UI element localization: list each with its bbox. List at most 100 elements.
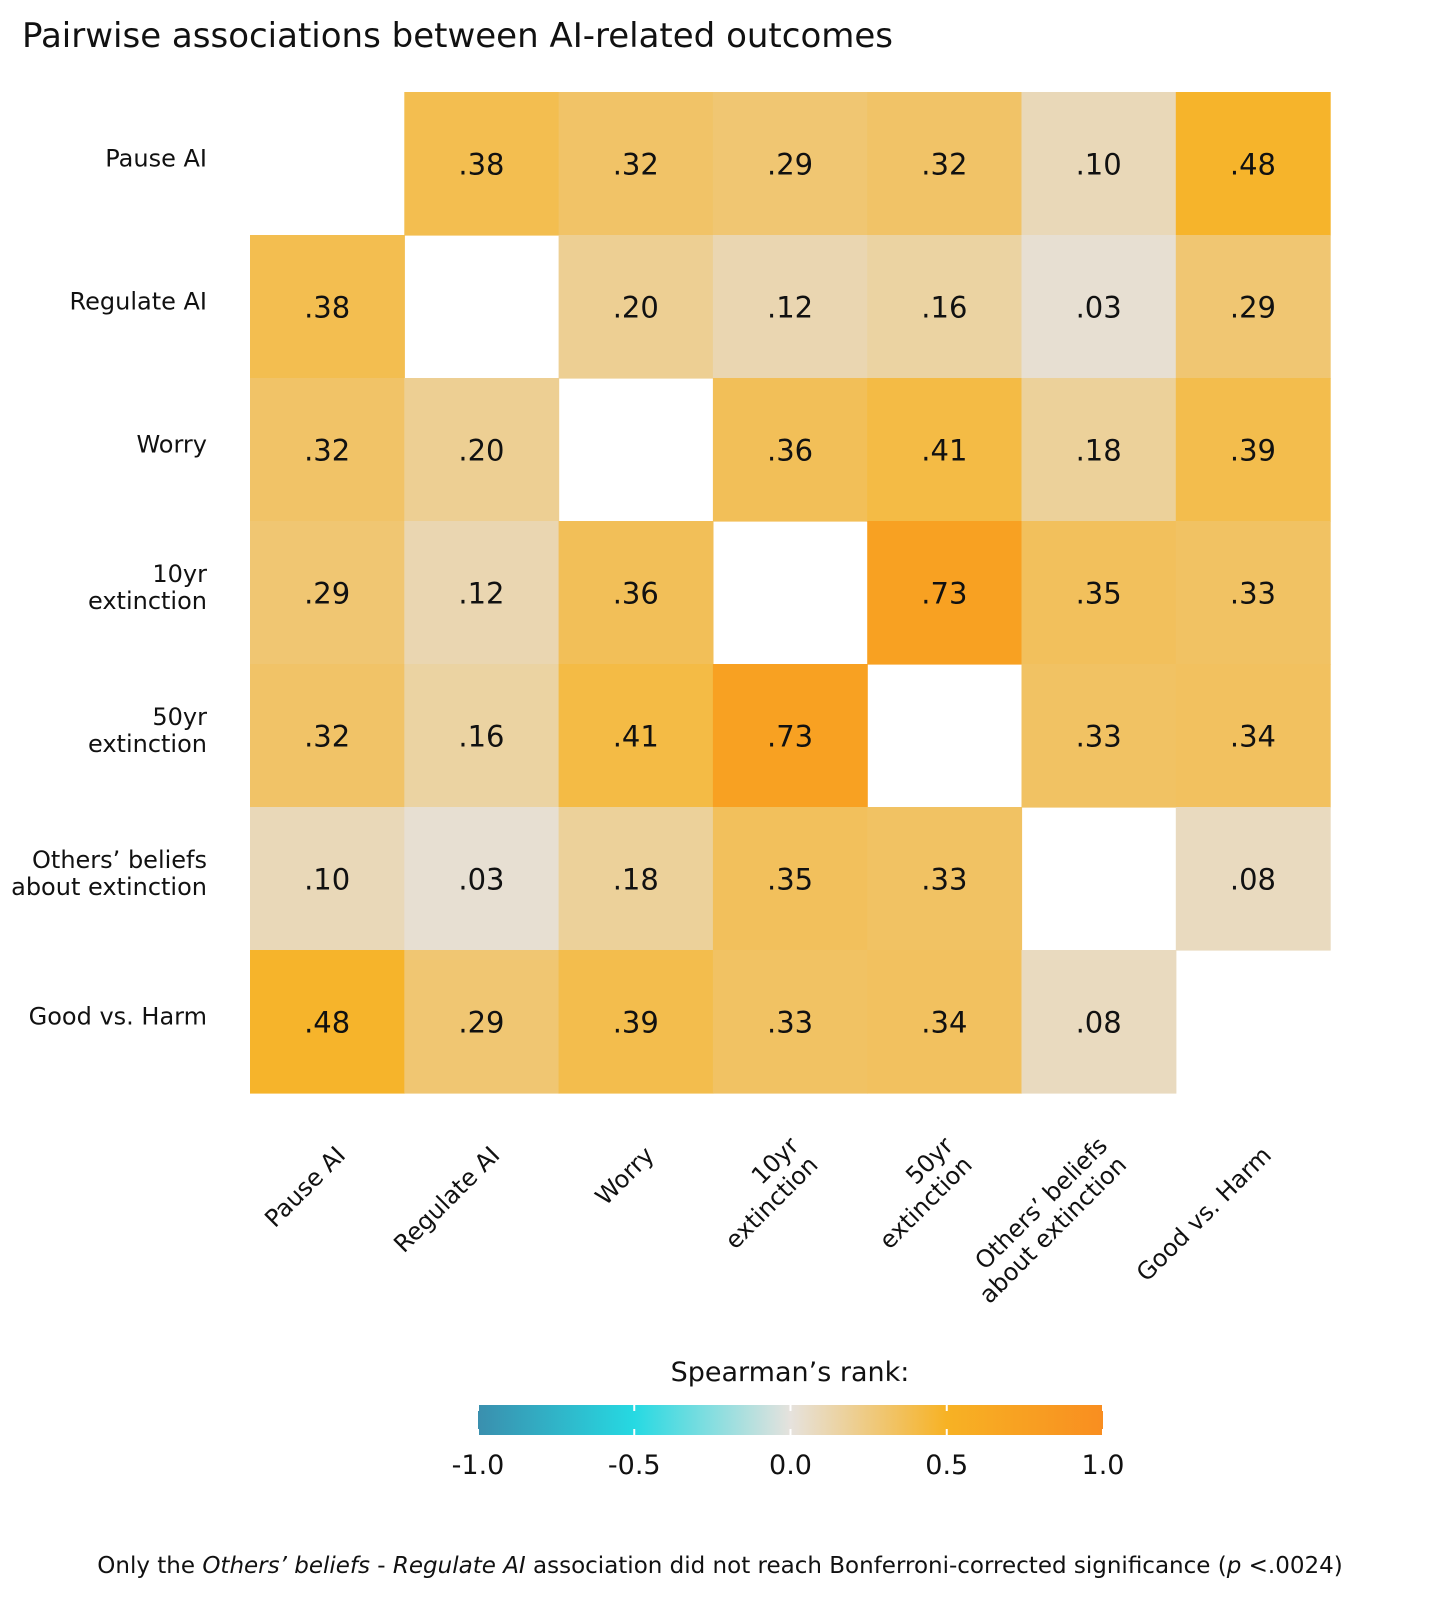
legend-tick-label: 0.5 bbox=[925, 1450, 968, 1481]
cell-value-label: .08 bbox=[1230, 863, 1276, 897]
cell-value-label: .33 bbox=[1230, 577, 1276, 611]
cell-value-label: .34 bbox=[921, 1006, 967, 1040]
legend-ticks: -1.0 -0.5 0.0 0.5 1.0 bbox=[452, 1405, 1125, 1481]
row-label-good-vs-harm: Good vs. Harm bbox=[29, 1003, 207, 1031]
heatmap-cell-good-vs-harm-x-pause-ai bbox=[250, 950, 405, 1094]
footnote-emphasis-others-beliefs: Others’ beliefs bbox=[202, 1553, 370, 1579]
footnote-text-4: <.0024) bbox=[1241, 1553, 1343, 1579]
heatmap-cell-50yr-extinction-x-10yr-extinction bbox=[712, 664, 868, 808]
cell-value-label: .35 bbox=[767, 863, 813, 897]
heatmap-cell-worry-x-pause-ai bbox=[250, 378, 405, 522]
column-label-text: Others’ beliefsabout extinction bbox=[955, 1132, 1132, 1309]
cell-value-label: .18 bbox=[1076, 434, 1122, 468]
cell-value-label: .16 bbox=[458, 720, 504, 754]
cell-value-label: .38 bbox=[458, 148, 504, 182]
heatmap-cell-pause-ai-x-10yr-extinction bbox=[712, 92, 868, 236]
heatmap-cell-others-beliefs-about-extinction-x-worry bbox=[558, 807, 714, 951]
cell-value-label: .38 bbox=[304, 291, 350, 325]
row-label-worry: Worry bbox=[136, 431, 207, 459]
cell-value-label: .32 bbox=[304, 720, 350, 754]
cell-value-label: .73 bbox=[921, 577, 967, 611]
cell-value-label: .33 bbox=[1076, 720, 1122, 754]
cell-value-label: .32 bbox=[921, 148, 967, 182]
heatmap-cell-pause-ai-x-good-vs-harm bbox=[1175, 92, 1331, 236]
column-label-text: 10yrextinction bbox=[700, 1131, 823, 1254]
column-label-others-beliefs-about-extinction: Others’ beliefsabout extinction bbox=[955, 1132, 1132, 1309]
heatmap-cell-50yr-extinction-x-worry bbox=[558, 664, 714, 808]
heatmap-cells bbox=[250, 92, 1331, 1094]
cell-value-label: .29 bbox=[458, 1006, 504, 1040]
cell-value-label: .41 bbox=[613, 720, 659, 754]
heatmap-cell-regulate-ai-x-others-beliefs-about-extinction bbox=[1021, 235, 1177, 379]
heatmap-cell-50yr-extinction-x-regulate-ai bbox=[404, 664, 560, 808]
heatmap-cell-pause-ai-x-50yr-extinction bbox=[867, 92, 1023, 236]
cell-value-label: .18 bbox=[613, 863, 659, 897]
cell-value-label: .10 bbox=[1076, 148, 1122, 182]
cell-value-label: .39 bbox=[1230, 434, 1276, 468]
column-label-regulate-ai: Regulate AI bbox=[388, 1141, 505, 1258]
cell-value-label: .12 bbox=[458, 577, 504, 611]
heatmap-cell-others-beliefs-about-extinction-x-regulate-ai bbox=[404, 807, 560, 951]
column-label-good-vs-harm: Good vs. Harm bbox=[1131, 1141, 1277, 1287]
cell-value-label: .08 bbox=[1076, 1006, 1122, 1040]
heatmap-cell-10yr-extinction-x-pause-ai bbox=[250, 521, 405, 665]
heatmap-cell-10yr-extinction-x-50yr-extinction bbox=[867, 521, 1023, 665]
legend-tick-label: 0.0 bbox=[769, 1450, 812, 1481]
cell-value-label: .48 bbox=[1230, 148, 1276, 182]
column-label-10yr-extinction: 10yrextinction bbox=[700, 1131, 824, 1254]
row-label-regulate-ai: Regulate AI bbox=[70, 288, 207, 316]
heatmap-cell-pause-ai-x-others-beliefs-about-extinction bbox=[1021, 92, 1177, 236]
heatmap-cell-good-vs-harm-x-regulate-ai bbox=[404, 950, 560, 1094]
heatmap-cell-10yr-extinction-x-others-beliefs-about-extinction bbox=[1021, 521, 1177, 665]
cell-value-label: .36 bbox=[613, 577, 659, 611]
legend-tick-label: 1.0 bbox=[1082, 1450, 1125, 1481]
row-label-pause-ai: Pause AI bbox=[105, 145, 207, 173]
cell-value-label: .10 bbox=[304, 863, 350, 897]
column-label-text: Pause AI bbox=[259, 1141, 351, 1233]
footnote-text-3: association did not reach Bonferroni-cor… bbox=[525, 1553, 1227, 1579]
row-label-10yr-extinction: 10yr extinction bbox=[88, 560, 207, 615]
footnote-emphasis-p: p bbox=[1226, 1553, 1242, 1579]
cell-value-label: .20 bbox=[458, 434, 504, 468]
cell-value-labels: .38 .32 .29 .32 .10 .48 .38 .20 .12 .16 .03 .29 .32.… bbox=[304, 148, 1276, 1040]
column-label-worry: Worry bbox=[590, 1141, 660, 1211]
heatmap-cell-regulate-ai-x-10yr-extinction bbox=[712, 235, 868, 379]
legend-title: Spearman’s rank: bbox=[671, 1357, 910, 1388]
cell-value-label: .33 bbox=[921, 863, 967, 897]
heatmap-cell-50yr-extinction-x-pause-ai bbox=[250, 664, 405, 808]
heatmap-cell-worry-x-10yr-extinction bbox=[712, 378, 868, 522]
cell-value-label: .35 bbox=[1076, 577, 1122, 611]
heatmap-cell-good-vs-harm-x-50yr-extinction bbox=[867, 950, 1023, 1094]
column-label-50yr-extinction: 50yrextinction bbox=[874, 1131, 978, 1254]
heatmap-cell-good-vs-harm-x-worry bbox=[558, 950, 714, 1094]
color-legend: Spearman’s rank: -1.0 -0.5 0.0 0.5 1.0 bbox=[452, 1357, 1125, 1481]
row-labels: Pause AI Regulate AI Worry 10yr extinction 50… bbox=[11, 145, 207, 1031]
column-label-pause-ai: Pause AI bbox=[259, 1141, 351, 1233]
cell-value-label: .29 bbox=[767, 148, 813, 182]
heatmap-cell-good-vs-harm-x-others-beliefs-about-extinction bbox=[1021, 950, 1177, 1094]
cell-value-label: .03 bbox=[458, 863, 504, 897]
cell-value-label: .32 bbox=[613, 148, 659, 182]
cell-value-label: .33 bbox=[767, 1006, 813, 1040]
heatmap-cell-50yr-extinction-x-good-vs-harm bbox=[1175, 664, 1331, 808]
heatmap-cell-pause-ai-x-regulate-ai bbox=[404, 92, 560, 236]
cell-value-label: .29 bbox=[304, 577, 350, 611]
heatmap-cell-good-vs-harm-x-10yr-extinction bbox=[712, 950, 868, 1094]
cell-value-label: .39 bbox=[613, 1006, 659, 1040]
chart-title: Pairwise associations between AI-related… bbox=[22, 16, 894, 56]
heatmap-cell-worry-x-good-vs-harm bbox=[1175, 378, 1331, 522]
cell-value-label: .48 bbox=[304, 1006, 350, 1040]
heatmap-cell-10yr-extinction-x-regulate-ai bbox=[404, 521, 560, 665]
heatmap-cell-others-beliefs-about-extinction-x-50yr-extinction bbox=[867, 807, 1023, 951]
heatmap-cell-worry-x-regulate-ai bbox=[404, 378, 560, 522]
heatmap-cell-10yr-extinction-x-worry bbox=[558, 521, 714, 665]
heatmap-cell-regulate-ai-x-good-vs-harm bbox=[1175, 235, 1331, 379]
heatmap-cell-10yr-extinction-x-good-vs-harm bbox=[1175, 521, 1331, 665]
cell-value-label: .32 bbox=[304, 434, 350, 468]
cell-value-label: .34 bbox=[1230, 720, 1276, 754]
row-label-50yr-extinction: 50yr extinction bbox=[88, 703, 207, 758]
column-labels: Pause AI Regulate AI Worry 10yrextinction 50… bbox=[259, 1131, 1277, 1309]
cell-value-label: .20 bbox=[613, 291, 659, 325]
heatmap-cell-50yr-extinction-x-others-beliefs-about-extinction bbox=[1021, 664, 1177, 808]
